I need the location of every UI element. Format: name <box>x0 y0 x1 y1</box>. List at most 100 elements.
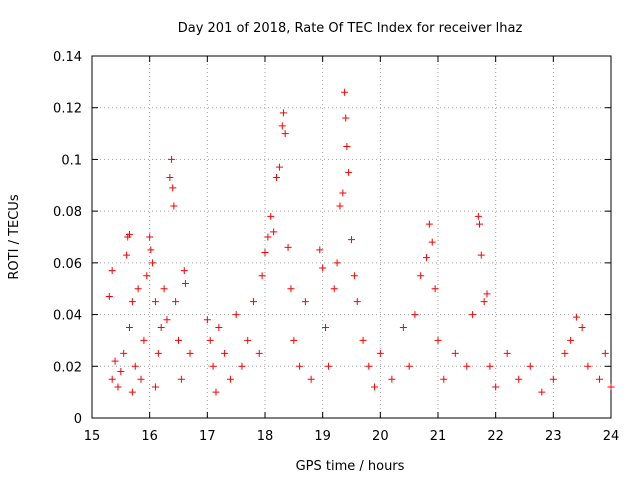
data-point <box>249 298 257 306</box>
grid-lines <box>92 56 611 418</box>
data-point <box>417 272 425 280</box>
data-point <box>125 324 133 331</box>
x-tick-label: 16 <box>141 429 158 444</box>
data-point <box>549 375 557 383</box>
data-point <box>134 285 142 293</box>
data-point <box>275 163 283 171</box>
data-point <box>186 349 194 357</box>
data-point <box>258 272 266 280</box>
data-point <box>108 267 116 275</box>
data-point <box>209 362 217 370</box>
data-point <box>526 362 534 370</box>
data-point <box>203 316 211 324</box>
data-point <box>154 349 162 357</box>
y-tick-label: 0.08 <box>53 205 82 220</box>
data-points <box>105 88 615 396</box>
data-point <box>149 259 157 267</box>
data-point <box>343 143 351 150</box>
data-point <box>261 249 269 257</box>
data-point <box>376 349 384 357</box>
data-point <box>567 336 575 344</box>
data-point <box>172 298 180 306</box>
data-point <box>319 264 327 272</box>
x-axis-label: GPS time / hours <box>296 459 405 474</box>
data-point <box>601 349 609 357</box>
data-point <box>281 130 289 138</box>
data-point <box>221 349 229 357</box>
data-point <box>578 324 586 331</box>
x-tick-label: 19 <box>314 429 331 444</box>
y-tick-label: 0.02 <box>53 360 82 375</box>
y-tick-label: 0.04 <box>53 309 82 324</box>
data-point <box>128 388 136 396</box>
data-point <box>120 349 128 357</box>
data-point <box>278 122 286 130</box>
data-point <box>411 311 419 319</box>
data-point <box>114 383 122 391</box>
data-point <box>166 174 174 182</box>
data-point <box>422 254 430 262</box>
y-tick-label: 0.14 <box>53 50 82 65</box>
x-tick-label: 18 <box>257 429 274 444</box>
y-tick-label: 0 <box>74 412 82 427</box>
data-point <box>232 311 240 319</box>
data-point <box>111 357 119 365</box>
data-point <box>336 202 344 210</box>
data-point <box>181 280 189 288</box>
chart-title: Day 201 of 2018, Rate Of TEC Index for r… <box>178 21 523 36</box>
x-tick-label: 22 <box>487 429 504 444</box>
data-point <box>244 336 252 344</box>
data-point <box>301 298 309 306</box>
data-point <box>476 220 484 228</box>
data-point <box>316 246 324 254</box>
data-point <box>365 362 373 370</box>
data-point <box>270 228 278 236</box>
data-point <box>322 324 330 331</box>
data-point <box>477 251 485 259</box>
data-point <box>175 336 182 344</box>
data-point <box>157 324 165 331</box>
data-point <box>538 388 546 396</box>
data-point <box>279 109 287 117</box>
data-point <box>296 362 304 370</box>
data-point <box>451 349 459 357</box>
data-point <box>267 212 275 220</box>
data-point <box>125 230 133 238</box>
data-point <box>206 336 214 344</box>
data-point <box>345 168 353 176</box>
data-point <box>215 324 223 331</box>
data-point <box>595 375 603 383</box>
data-point <box>131 362 139 370</box>
data-point <box>342 114 350 122</box>
x-tick-label: 21 <box>430 429 447 444</box>
data-point <box>264 233 272 241</box>
y-tick-label: 0.1 <box>61 153 82 168</box>
data-point <box>515 375 523 383</box>
data-point <box>170 202 178 210</box>
data-point <box>324 362 332 370</box>
data-point <box>105 292 113 300</box>
data-point <box>160 285 168 293</box>
data-point <box>238 362 246 370</box>
data-point <box>287 285 295 293</box>
data-point <box>137 375 145 383</box>
data-point <box>572 313 580 321</box>
data-point <box>273 174 281 182</box>
data-point <box>503 349 511 357</box>
data-point <box>350 272 358 280</box>
data-point <box>290 336 298 344</box>
x-tick-label: 17 <box>199 429 216 444</box>
data-point <box>483 290 491 298</box>
data-point <box>333 259 341 267</box>
data-point <box>284 243 292 251</box>
data-point <box>434 336 442 344</box>
data-point <box>212 388 220 396</box>
plot-frame <box>91 55 612 419</box>
data-point <box>431 285 439 293</box>
data-point <box>180 267 188 275</box>
data-point <box>147 246 155 254</box>
data-point <box>168 155 176 163</box>
data-point <box>388 375 396 383</box>
data-point <box>428 238 436 246</box>
data-point <box>584 362 592 370</box>
